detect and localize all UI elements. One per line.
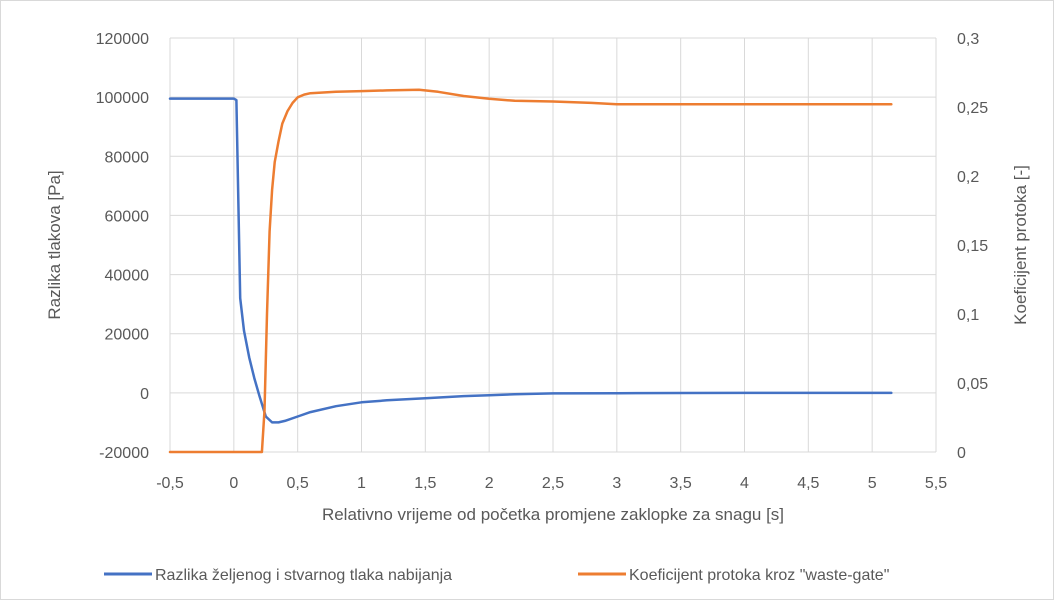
y-tick-label: -20000 bbox=[99, 445, 149, 462]
x-tick-label: 5 bbox=[868, 475, 877, 492]
y2-tick-label: 0 bbox=[957, 445, 966, 462]
y2-tick-label: 0,05 bbox=[957, 376, 988, 393]
y-tick-label: 40000 bbox=[105, 268, 150, 285]
y-tick-label: 60000 bbox=[105, 208, 150, 225]
legend: Razlika željenog i stvarnog tlaka nabija… bbox=[104, 567, 889, 584]
series-layer bbox=[168, 88, 893, 454]
y2-tick-label: 0,3 bbox=[957, 31, 979, 48]
x-tick-label: -0,5 bbox=[156, 475, 184, 492]
y-tick-label: 20000 bbox=[105, 327, 150, 344]
y-tick-label: 120000 bbox=[96, 31, 149, 48]
legend-label-series-2: Koeficijent protoka kroz "waste-gate" bbox=[629, 567, 889, 584]
series-line-2 bbox=[168, 88, 893, 454]
x-tick-label: 5,5 bbox=[925, 475, 947, 492]
y-tick-label: 80000 bbox=[105, 149, 150, 166]
y2-tick-label: 0,2 bbox=[957, 169, 979, 186]
x-tick-label: 2,5 bbox=[542, 475, 564, 492]
x-tick-label: 0 bbox=[229, 475, 238, 492]
y2-tick-label: 0,15 bbox=[957, 238, 988, 255]
x-tick-label: 3,5 bbox=[670, 475, 692, 492]
x-tick-label: 3 bbox=[612, 475, 621, 492]
x-tick-label: 4,5 bbox=[797, 475, 819, 492]
x-axis-title: Relativno vrijeme od početka promjene za… bbox=[322, 505, 784, 524]
tick-labels: -20000 0 20000 40000 60000 80000 100000 120000 0… bbox=[96, 31, 989, 492]
series-line-1 bbox=[168, 97, 893, 424]
y-tick-label: 100000 bbox=[96, 90, 149, 107]
y2-tick-label: 0,25 bbox=[957, 100, 988, 117]
x-tick-label: 0,5 bbox=[287, 475, 309, 492]
y-tick-label: 0 bbox=[140, 386, 149, 403]
gridlines bbox=[169, 37, 937, 453]
legend-label-series-1: Razlika željenog i stvarnog tlaka nabija… bbox=[155, 567, 452, 584]
x-tick-label: 1,5 bbox=[414, 475, 436, 492]
x-tick-label: 4 bbox=[740, 475, 749, 492]
y-axis-title: Razlika tlakova [Pa] bbox=[45, 170, 64, 319]
y2-axis-title: Koeficijent protoka [-] bbox=[1011, 165, 1030, 325]
y2-tick-label: 0,1 bbox=[957, 307, 979, 324]
x-tick-label: 1 bbox=[357, 475, 366, 492]
x-tick-label: 2 bbox=[485, 475, 494, 492]
